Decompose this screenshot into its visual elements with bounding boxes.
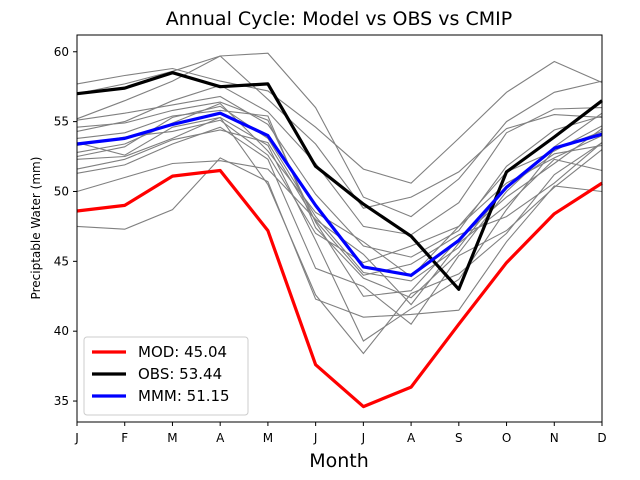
legend-label-mod: MOD: 45.04 <box>138 343 227 361</box>
y-tick-label: 60 <box>54 45 69 59</box>
cmip-lines <box>76 52 603 355</box>
y-tick-label: 45 <box>54 254 69 268</box>
x-tick-label: A <box>216 431 225 445</box>
cmip-model-line <box>76 60 603 184</box>
cmip-model-line <box>76 157 603 318</box>
cmip-model-line <box>76 52 603 218</box>
x-tick-label: F <box>121 431 128 445</box>
chart-title: Annual Cycle: Model vs OBS vs CMIP <box>166 8 512 30</box>
main-series-lines <box>76 71 603 409</box>
x-axis-label: Month <box>309 450 369 472</box>
plot-frame <box>76 34 603 423</box>
x-tick-label: O <box>502 431 511 445</box>
x-tick-label: J <box>74 431 79 445</box>
cmip-model-line <box>76 55 603 209</box>
x-tick-label: J <box>361 431 366 445</box>
cmip-model-line <box>76 84 603 236</box>
x-tick-label: J <box>313 431 318 445</box>
x-tick-label: A <box>407 431 416 445</box>
x-tick-label: M <box>167 431 177 445</box>
legend: MOD: 45.04 OBS: 53.44 MMM: 51.15 <box>83 336 249 416</box>
mmm-series-line <box>76 111 603 277</box>
y-axis: 35 40 45 50 55 60 <box>54 45 77 408</box>
cmip-model-line <box>76 101 603 297</box>
legend-label-mmm: MMM: 51.15 <box>138 387 230 405</box>
cmip-model-line <box>76 95 603 258</box>
mod-series-line <box>76 168 603 409</box>
y-tick-label: 50 <box>54 184 69 198</box>
obs-series-line <box>76 71 603 291</box>
cmip-model-line <box>76 126 603 325</box>
legend-label-obs: OBS: 53.44 <box>138 365 222 383</box>
x-tick-label: S <box>455 431 463 445</box>
y-tick-label: 40 <box>54 324 69 338</box>
cmip-model-line <box>76 109 603 299</box>
x-tick-label: D <box>597 431 606 445</box>
cmip-model-line <box>76 105 603 282</box>
cmip-model-line <box>76 119 603 264</box>
y-tick-label: 35 <box>54 394 69 408</box>
x-tick-label: M <box>263 431 273 445</box>
cmip-model-line <box>76 158 603 306</box>
y-tick-label: 55 <box>54 115 69 129</box>
x-tick-label: N <box>550 431 559 445</box>
cmip-model-line <box>76 116 603 355</box>
y-axis-label: Preciptable Water (mm) <box>29 157 43 300</box>
